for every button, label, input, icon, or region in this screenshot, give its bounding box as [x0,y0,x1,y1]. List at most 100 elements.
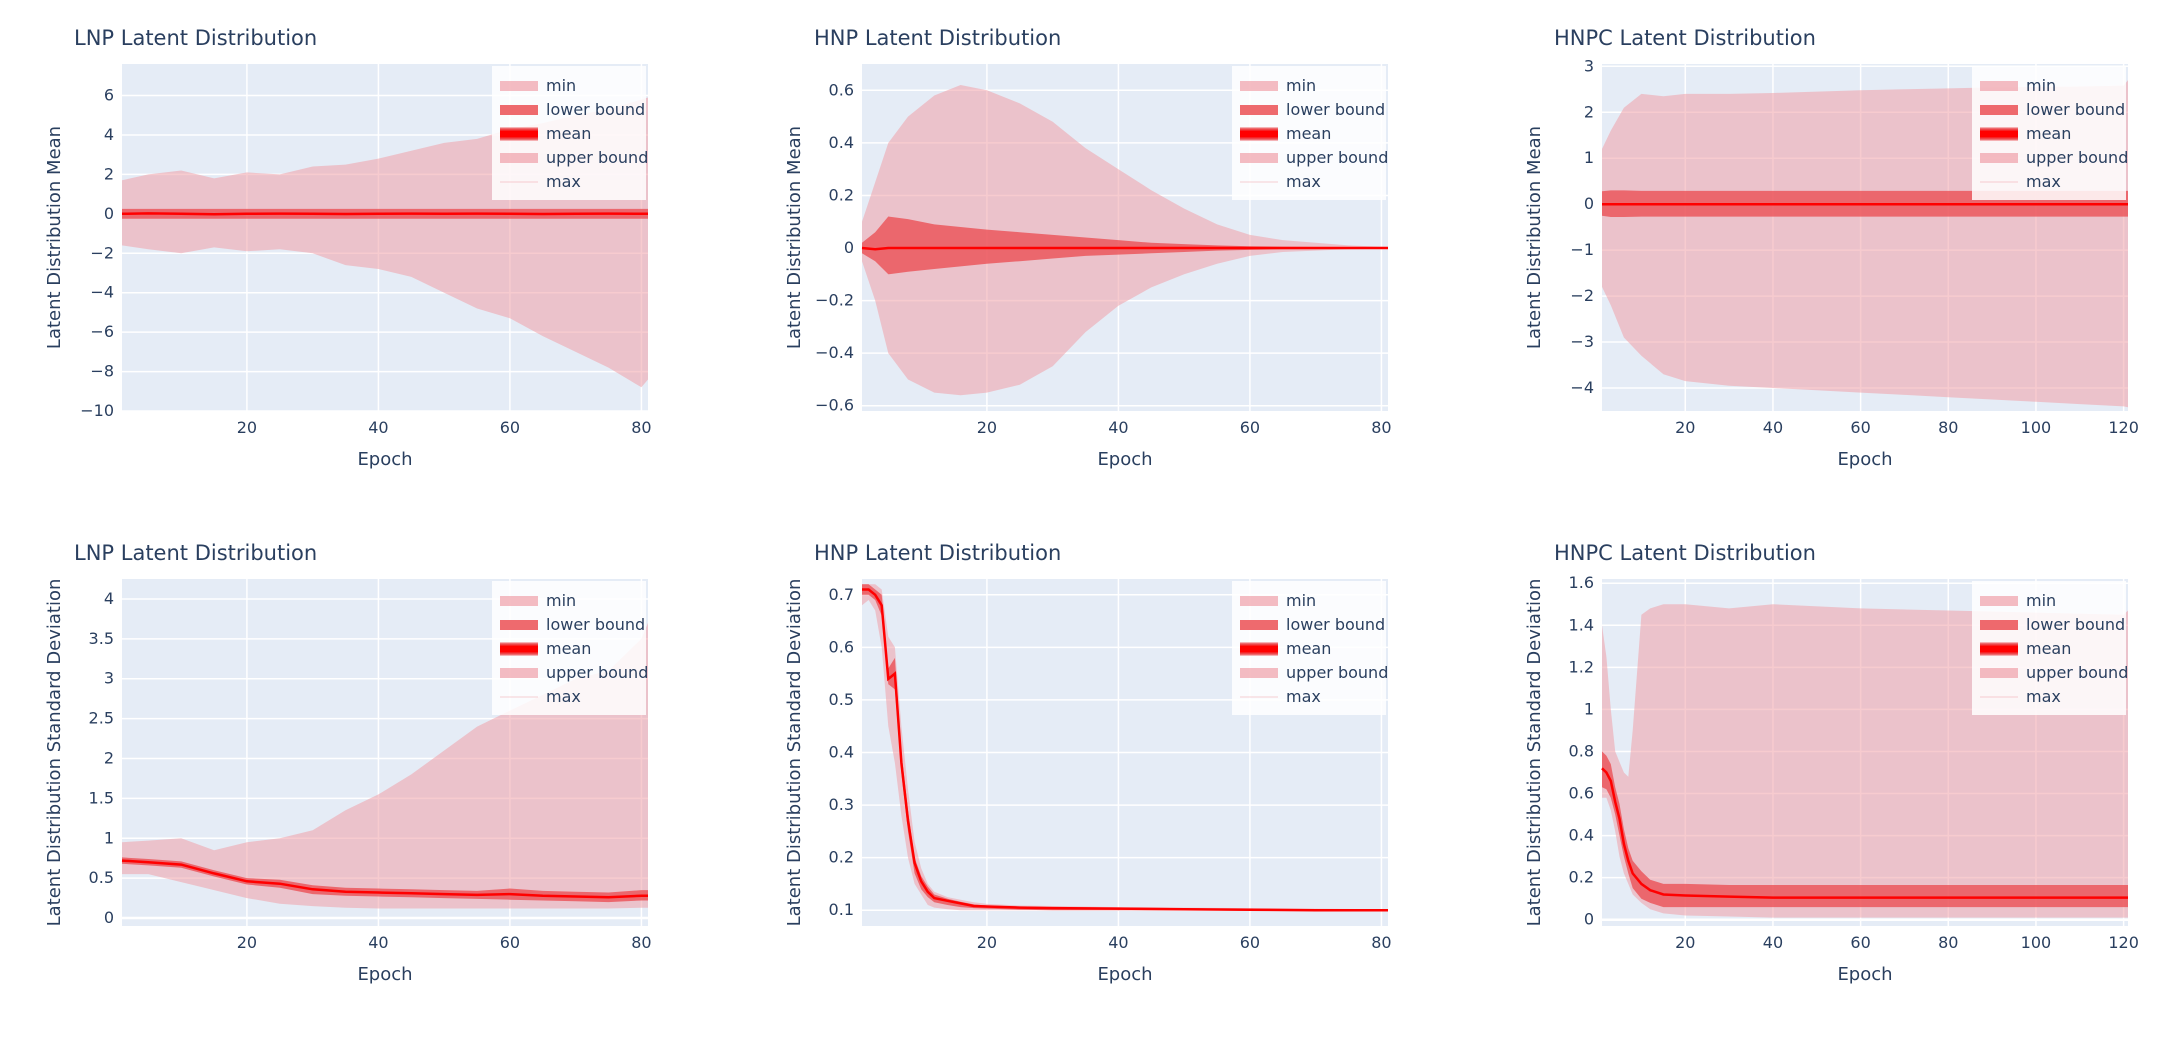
legend-item-label[interactable]: min [1286,76,1316,95]
x-tick-label: 20 [977,933,997,952]
legend-item-label[interactable]: upper bound [546,663,648,682]
legend-item-label[interactable]: mean [2026,639,2071,658]
x-tick-label: 100 [2021,418,2052,437]
y-tick-label: 6 [104,86,114,105]
legend-item-label[interactable]: mean [546,639,591,658]
y-axis-title: Latent Distribution Standard Deviation [44,579,65,927]
lnp-std-svg: LNP Latent Distribution 20 40 60 80 0 0.5 1 1.5 2… [44,541,652,985]
x-tick-label: 20 [977,418,997,437]
legend-item-label[interactable]: mean [1286,124,1331,143]
legend-item-label[interactable]: min [2026,591,2056,610]
y-tick-label: 0.1 [829,900,854,919]
mean-line [1601,767,2128,899]
x-tick-label: 40 [368,418,388,437]
y-tick-label: −1 [1570,240,1594,259]
y-tick-label: 0.6 [829,80,854,99]
legend-item-label[interactable]: upper bound [1286,148,1388,167]
y-tick-label: 0.5 [89,868,114,887]
x-tick-label: 60 [1850,418,1870,437]
y-tick-label: −6 [90,322,114,341]
legend-item-label[interactable]: min [546,76,576,95]
legend-item-label[interactable]: min [1286,591,1316,610]
hnp-mean-chart: HNP Latent Distribution 20 40 60 80 −0.6 −0.4 −… [740,0,1460,515]
bounds-band [122,857,648,903]
y-tick-label: 0 [1584,194,1594,213]
min-max-band [862,584,1388,911]
x-axis-title: Epoch [1837,964,1892,985]
y-tick-label: 0 [1584,910,1594,929]
legend-item-label[interactable]: min [2026,76,2056,95]
hnp-std-title: HNP Latent Distribution [814,541,1061,565]
x-tick-label: 40 [368,933,388,952]
y-axis-title: Latent Distribution Mean [1524,126,1545,349]
x-tick-label: 100 [2021,933,2052,952]
x-axis-title: Epoch [357,449,412,470]
hnp-std-chart: HNP Latent Distribution 20 40 60 80 0.1 0.2 0.3… [740,515,1460,1030]
x-tick-label: 80 [1938,418,1958,437]
legend-item-label[interactable]: max [546,687,581,706]
legend-item-label[interactable]: max [2026,687,2061,706]
x-tick-label: 40 [1108,418,1128,437]
y-tick-label: 0.6 [829,637,854,656]
y-tick-label: 0.7 [829,585,854,604]
min-max-band [122,622,648,909]
y-tick-label: 2 [104,748,114,767]
lnp-mean-title: LNP Latent Distribution [74,26,317,50]
y-tick-label: 0.4 [829,743,854,762]
legend-item-label[interactable]: min [546,591,576,610]
legend-item-label[interactable]: max [546,172,581,191]
legend-item-label[interactable]: max [1286,687,1321,706]
min-max-band [862,85,1388,396]
y-tick-label: 0 [104,908,114,927]
y-tick-label: 0.2 [829,848,854,867]
legend-item-label[interactable]: mean [2026,124,2071,143]
y-tick-label: −8 [90,362,114,381]
y-tick-label: −10 [80,401,114,420]
legend-item-label[interactable]: upper bound [2026,148,2128,167]
legend-item-label[interactable]: lower bound [546,615,645,634]
legend-item-label[interactable]: lower bound [2026,100,2125,119]
bounds-band [862,216,1388,275]
legend-item-label[interactable]: mean [546,124,591,143]
x-tick-label: 60 [500,933,520,952]
y-tick-label: 0.2 [829,185,854,204]
y-tick-label: 1 [1584,148,1594,167]
y-tick-label: 0.6 [1569,784,1594,803]
y-tick-label: 0 [844,238,854,257]
x-tick-label: 80 [1371,418,1391,437]
legend-item-label[interactable]: lower bound [2026,615,2125,634]
x-axis-title: Epoch [1837,449,1892,470]
y-tick-label: −2 [1570,286,1594,305]
legend-item-label[interactable]: max [1286,172,1321,191]
hnp-mean-title: HNP Latent Distribution [814,26,1061,50]
legend-item-label[interactable]: upper bound [1286,663,1388,682]
legend-item-label[interactable]: lower bound [546,100,645,119]
mean-line [121,212,648,216]
x-tick-label: 40 [1763,418,1783,437]
y-axis-title: Latent Distribution Mean [44,126,65,349]
x-tick-label: 20 [1675,418,1695,437]
legend-item-label[interactable]: upper bound [546,148,648,167]
x-tick-label: 40 [1108,933,1128,952]
x-tick-label: 80 [1938,933,1958,952]
x-tick-label: 80 [631,933,651,952]
legend-item-label[interactable]: max [2026,172,2061,191]
lnp-mean-chart: LNP Latent Distribution 20 40 60 80 −10 −8 −6 −4… [0,0,720,515]
y-axis-title: Latent Distribution Mean [784,126,805,349]
y-tick-label: 0.4 [1569,826,1594,845]
y-tick-label: 0.5 [829,690,854,709]
hnpc-std-chart: HNPC Latent Distribution 20 40 60 80 100 120 0 0… [1480,515,2172,1030]
y-tick-label: 3 [1584,56,1594,75]
y-tick-label: 1.4 [1569,615,1594,634]
y-tick-label: −4 [90,283,114,302]
x-tick-label: 120 [2108,418,2139,437]
x-tick-label: 60 [1850,933,1870,952]
legend-item-label[interactable]: lower bound [1286,615,1385,634]
legend-item-label[interactable]: upper bound [2026,663,2128,682]
y-tick-label: −4 [1570,378,1594,397]
mean-line [862,588,1388,912]
legend-item-label[interactable]: lower bound [1286,100,1385,119]
legend-item-label[interactable]: mean [1286,639,1331,658]
y-tick-label: 2 [104,164,114,183]
